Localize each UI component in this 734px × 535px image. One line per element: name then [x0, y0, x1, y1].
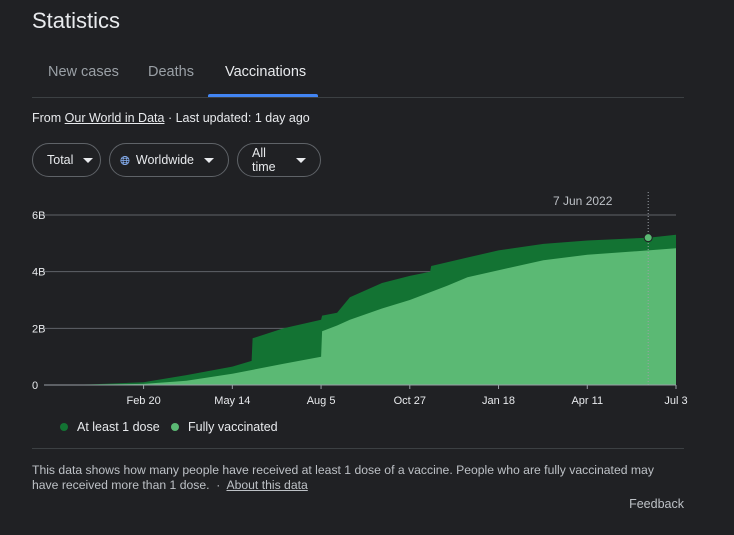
globe-icon — [120, 155, 130, 165]
data-note: This data shows how many people have rec… — [32, 463, 682, 493]
feedback-link[interactable]: Feedback — [629, 497, 684, 511]
period-dropdown[interactable]: All time — [237, 143, 321, 177]
source-link[interactable]: Our World in Data — [64, 111, 165, 125]
legend-label: Fully vaccinated — [188, 420, 278, 434]
x-tick-label: Aug 5 — [307, 395, 336, 407]
y-tick-label: 6B — [32, 210, 45, 222]
vaccinations-chart[interactable]: 0 2B 4B 6B Feb 20 May 14 Aug 5 Oct 27 Jan 18 Apr … — [0, 190, 734, 415]
last-updated: · Last updated: 1 day ago — [167, 111, 310, 125]
legend-fully-vaccinated: Fully vaccinated — [171, 420, 278, 434]
x-tick-label: Oct 27 — [394, 395, 426, 407]
active-tab-indicator — [208, 94, 318, 97]
hover-point — [643, 233, 653, 243]
divider — [32, 448, 684, 449]
source-line: From Our World in Data · Last updated: 1… — [32, 111, 310, 125]
x-tick-label: May 14 — [214, 395, 250, 407]
legend-dot — [60, 423, 68, 431]
chevron-down-icon — [83, 157, 94, 163]
legend-at-least-one-dose: At least 1 dose — [60, 420, 160, 434]
chevron-down-icon — [204, 157, 214, 163]
area-fully-vaccinated — [57, 248, 676, 385]
y-tick-label: 2B — [32, 323, 45, 335]
hover-date-label: 7 Jun 2022 — [553, 194, 613, 208]
page-title: Statistics — [32, 8, 121, 33]
measure-dropdown-label: Total — [47, 153, 74, 167]
tab-deaths[interactable]: Deaths — [148, 64, 194, 80]
period-dropdown-label: All time — [252, 146, 276, 174]
chevron-down-icon — [296, 157, 306, 163]
region-dropdown[interactable]: Worldwide — [109, 143, 229, 177]
y-tick-label: 0 — [32, 380, 38, 392]
tab-new-cases[interactable]: New cases — [48, 64, 119, 80]
stats-tabs: New cases Deaths Vaccinations — [32, 56, 684, 98]
about-data-link[interactable]: About this data — [226, 478, 308, 492]
measure-dropdown[interactable]: Total — [32, 143, 101, 177]
legend-dot — [171, 423, 179, 431]
data-note-text: This data shows how many people have rec… — [32, 463, 654, 492]
x-tick-label: Jan 18 — [482, 395, 515, 407]
separator: · — [216, 478, 221, 492]
x-tick-label: Apr 11 — [571, 395, 603, 407]
y-tick-label: 4B — [32, 267, 45, 279]
tab-vaccinations[interactable]: Vaccinations — [225, 64, 307, 80]
legend-label: At least 1 dose — [77, 420, 160, 434]
x-tick-label: Feb 20 — [126, 395, 160, 407]
x-tick-label: Jul 3 — [664, 395, 687, 407]
region-dropdown-label: Worldwide — [135, 153, 194, 167]
source-prefix: From — [32, 111, 62, 125]
